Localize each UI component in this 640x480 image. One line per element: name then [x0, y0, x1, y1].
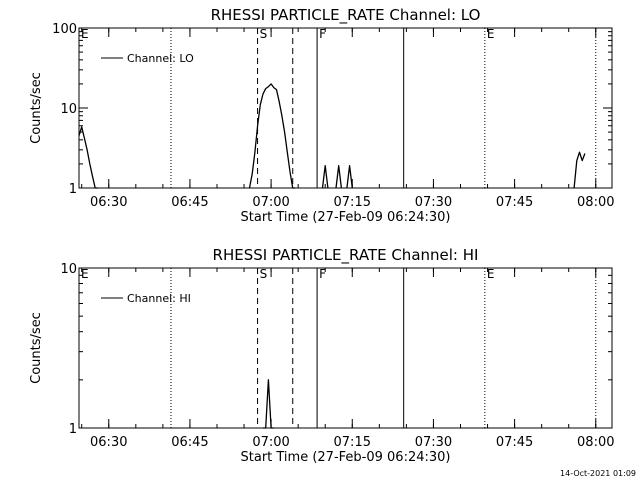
marker-label-e: E: [81, 267, 89, 281]
series-line-segment-4: [335, 165, 343, 189]
panel-lo-channel: RHESSI PARTICLE_RATE Channel: LO 1 10 100 06…: [29, 6, 615, 225]
x-tick-label-06-45: 06:45: [171, 435, 208, 450]
marker-label-e: E: [487, 267, 495, 281]
series-line-segment-6: [573, 151, 586, 189]
x-axis-label: Start Time (27-Feb-09 06:24:30): [241, 450, 451, 465]
y-tick-label-10: 10: [60, 262, 77, 277]
legend-entry: Channel: HI: [127, 292, 191, 305]
timestamp-label: 14-Oct-2021 01:09: [560, 469, 636, 478]
marker-label-s: S: [260, 267, 268, 281]
panel-hi-channel: RHESSI PARTICLE_RATE Channel: HI 1 10 06:30…: [29, 246, 615, 465]
x-tick-label-08-00: 08:00: [577, 435, 614, 450]
x-tick-label-06-45: 06:45: [171, 195, 208, 210]
x-axis-label: Start Time (27-Feb-09 06:24:30): [241, 210, 451, 225]
x-tick-label-08-00: 08:00: [577, 195, 614, 210]
legend-entry: Channel: LO: [127, 52, 194, 65]
x-tick-label-07-15: 07:15: [334, 435, 371, 450]
series-line-segment-1: [78, 126, 98, 189]
series-line-segment-3: [321, 165, 329, 189]
x-tick-label-07-45: 07:45: [496, 435, 533, 450]
marker-label-e: E: [487, 27, 495, 41]
series-line-segment-2: [248, 83, 296, 189]
plot-frame: [78, 267, 613, 429]
y-tick-label-10: 10: [60, 102, 77, 117]
x-tick-label-06-30: 06:30: [90, 195, 127, 210]
y-tick-label-1: 1: [69, 182, 77, 197]
y-tick-label-100: 100: [52, 22, 77, 37]
chart-title: RHESSI PARTICLE_RATE Channel: HI: [213, 246, 479, 265]
marker-label-s: S: [260, 27, 268, 41]
x-tick-label-07-15: 07:15: [334, 195, 371, 210]
marker-label-e: E: [81, 27, 89, 41]
x-tick-label-07-00: 07:00: [252, 435, 289, 450]
x-tick-label-07-00: 07:00: [252, 195, 289, 210]
x-tick-label-06-30: 06:30: [90, 435, 127, 450]
x-tick-label-07-45: 07:45: [496, 195, 533, 210]
series-line-segment-5: [346, 165, 353, 189]
marker-label-f: F: [319, 267, 326, 281]
chart-title: RHESSI PARTICLE_RATE Channel: LO: [211, 6, 481, 25]
marker-label-f: F: [319, 27, 326, 41]
x-tick-label-07-30: 07:30: [415, 435, 452, 450]
y-axis-label: Counts/sec: [29, 72, 44, 144]
x-tick-label-07-30: 07:30: [415, 195, 452, 210]
series-line-segment-1: [263, 379, 274, 429]
y-axis-label: Counts/sec: [29, 312, 44, 384]
y-tick-label-1: 1: [69, 422, 77, 437]
